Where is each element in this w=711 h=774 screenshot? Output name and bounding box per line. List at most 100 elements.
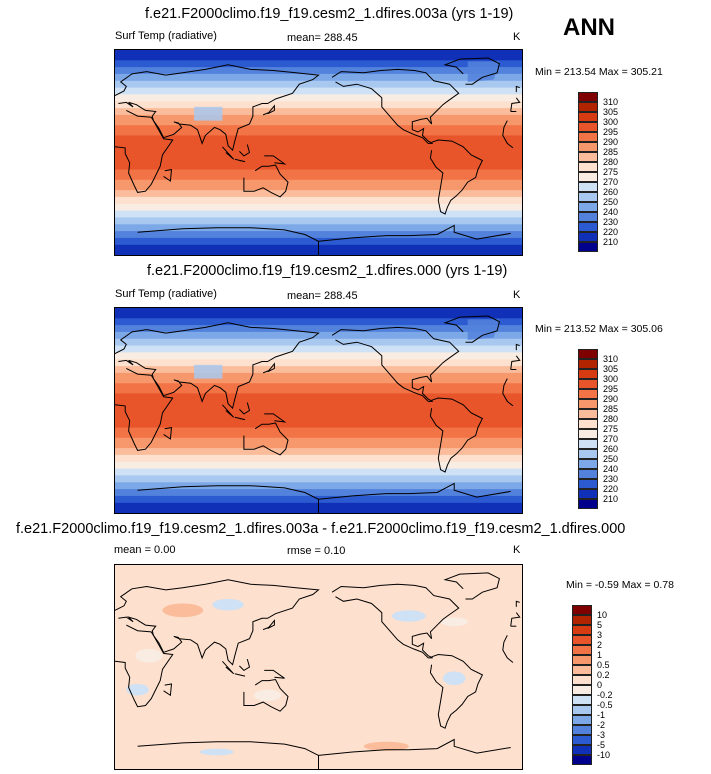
temp-band <box>115 142 522 147</box>
panel-3-minmax: Min = -0.59 Max = 0.78 <box>566 579 674 591</box>
temp-band <box>115 458 522 463</box>
temp-band <box>115 393 522 398</box>
diff-patch <box>126 684 149 696</box>
panel-1-variable: Surf Temp (radiative) <box>115 30 217 42</box>
temp-band <box>115 451 522 456</box>
diff-patch <box>135 648 163 663</box>
temp-band <box>115 434 522 439</box>
diff-patch <box>212 599 244 611</box>
temp-band <box>115 444 522 449</box>
colorbar-tick-label: 260 <box>603 444 619 454</box>
coastline <box>510 612 521 627</box>
colorbar-box <box>578 359 598 369</box>
temp-band <box>115 155 522 160</box>
temp-band <box>115 73 522 78</box>
colorbar-box <box>572 635 592 645</box>
colorbar-tick-label: 5 <box>597 620 603 630</box>
panel-3-rmse: rmse = 0.10 <box>287 545 346 557</box>
coastline <box>429 653 484 729</box>
temp-band <box>115 173 522 177</box>
colorbar-box <box>578 222 598 232</box>
temp-band <box>115 114 522 119</box>
colorbar-box <box>578 349 598 359</box>
temp-band <box>115 214 522 218</box>
panel-2-units: K <box>513 289 521 301</box>
temp-band <box>115 379 522 384</box>
coastline <box>262 362 275 374</box>
coastline <box>318 738 511 756</box>
colorbar-tick-label: 230 <box>603 474 619 484</box>
temp-band <box>115 166 522 171</box>
panel-1-mean: mean= 288.45 <box>287 32 358 44</box>
colorbar-box <box>578 369 598 379</box>
coastline <box>222 404 235 418</box>
temp-band <box>115 407 522 411</box>
temp-band <box>115 338 522 343</box>
coastline <box>115 579 320 666</box>
colorbar-tick-label: -0.2 <box>597 690 613 700</box>
colorbar-tick-label: 300 <box>603 117 619 127</box>
temp-band <box>115 400 522 405</box>
temp-band <box>115 67 522 71</box>
panel-3-map <box>114 564 523 770</box>
colorbar-tick-label: 220 <box>603 484 619 494</box>
temp-band <box>115 372 522 377</box>
temp-band <box>115 149 522 153</box>
colorbar-box <box>578 182 598 192</box>
temp-patch <box>467 61 500 82</box>
colorbar-tick-label: -3 <box>597 730 606 740</box>
temp-band <box>115 94 522 99</box>
temp-band <box>115 482 522 487</box>
coastline <box>163 169 173 182</box>
panel-3-map-svg <box>115 565 522 769</box>
colorbar-box <box>572 715 592 725</box>
temp-band <box>115 396 522 401</box>
temp-band <box>115 111 522 116</box>
colorbar-tick-label: 310 <box>603 354 619 364</box>
coastline <box>515 600 520 607</box>
colorbar-tick-label: 275 <box>603 167 619 177</box>
colorbar-tick-label: 280 <box>603 414 619 424</box>
colorbar-tick-label: 2 <box>597 640 603 650</box>
temp-band <box>115 325 522 329</box>
coastline <box>502 378 514 407</box>
panel-3-colorbar: 10 5 3 2 1 0.5 0.2 0 -0.2 -0.5 -1 -2 -3 -5 -10 <box>572 605 652 765</box>
colorbar-box <box>578 399 598 409</box>
temp-band <box>115 335 522 340</box>
coastline <box>331 583 460 659</box>
temp-band <box>115 420 522 425</box>
colorbar-tick-label: -2 <box>597 720 606 730</box>
coastline <box>515 85 520 93</box>
colorbar-box <box>578 102 598 112</box>
temp-band <box>115 485 522 490</box>
panel-3-title: f.e21.F2000climo.f19_f19.cesm2_1.dfires.… <box>16 521 626 537</box>
coastline <box>137 485 319 513</box>
colorbar-box <box>578 429 598 439</box>
temp-band <box>115 121 522 126</box>
colorbar-tick-label: 270 <box>603 177 619 187</box>
panel-2-minmax: Min = 213.52 Max = 305.06 <box>535 323 663 335</box>
temp-band <box>115 84 522 89</box>
temp-band <box>115 176 522 181</box>
temp-band <box>115 50 522 54</box>
colorbar-box <box>578 152 598 162</box>
colorbar-box <box>572 755 592 765</box>
colorbar-tick-label: 210 <box>603 237 619 247</box>
colorbar-tick-label: 3 <box>597 630 603 640</box>
panel-3-mean: mean = 0.00 <box>114 544 176 556</box>
temp-band <box>115 186 522 191</box>
colorbar-box <box>578 92 598 102</box>
colorbar-box <box>572 665 592 675</box>
colorbar-box <box>578 202 598 212</box>
temp-band <box>115 183 522 188</box>
panel-1-map-svg <box>115 50 522 255</box>
colorbar-box <box>578 142 598 152</box>
temp-band <box>115 362 522 367</box>
colorbar-box <box>578 469 598 479</box>
colorbar-box <box>572 685 592 695</box>
colorbar-tick-label: 280 <box>603 157 619 167</box>
colorbar-tick-label: 0.5 <box>597 660 610 670</box>
panel-1-units: K <box>513 31 521 43</box>
temp-band <box>115 224 522 229</box>
coastline <box>222 660 235 675</box>
